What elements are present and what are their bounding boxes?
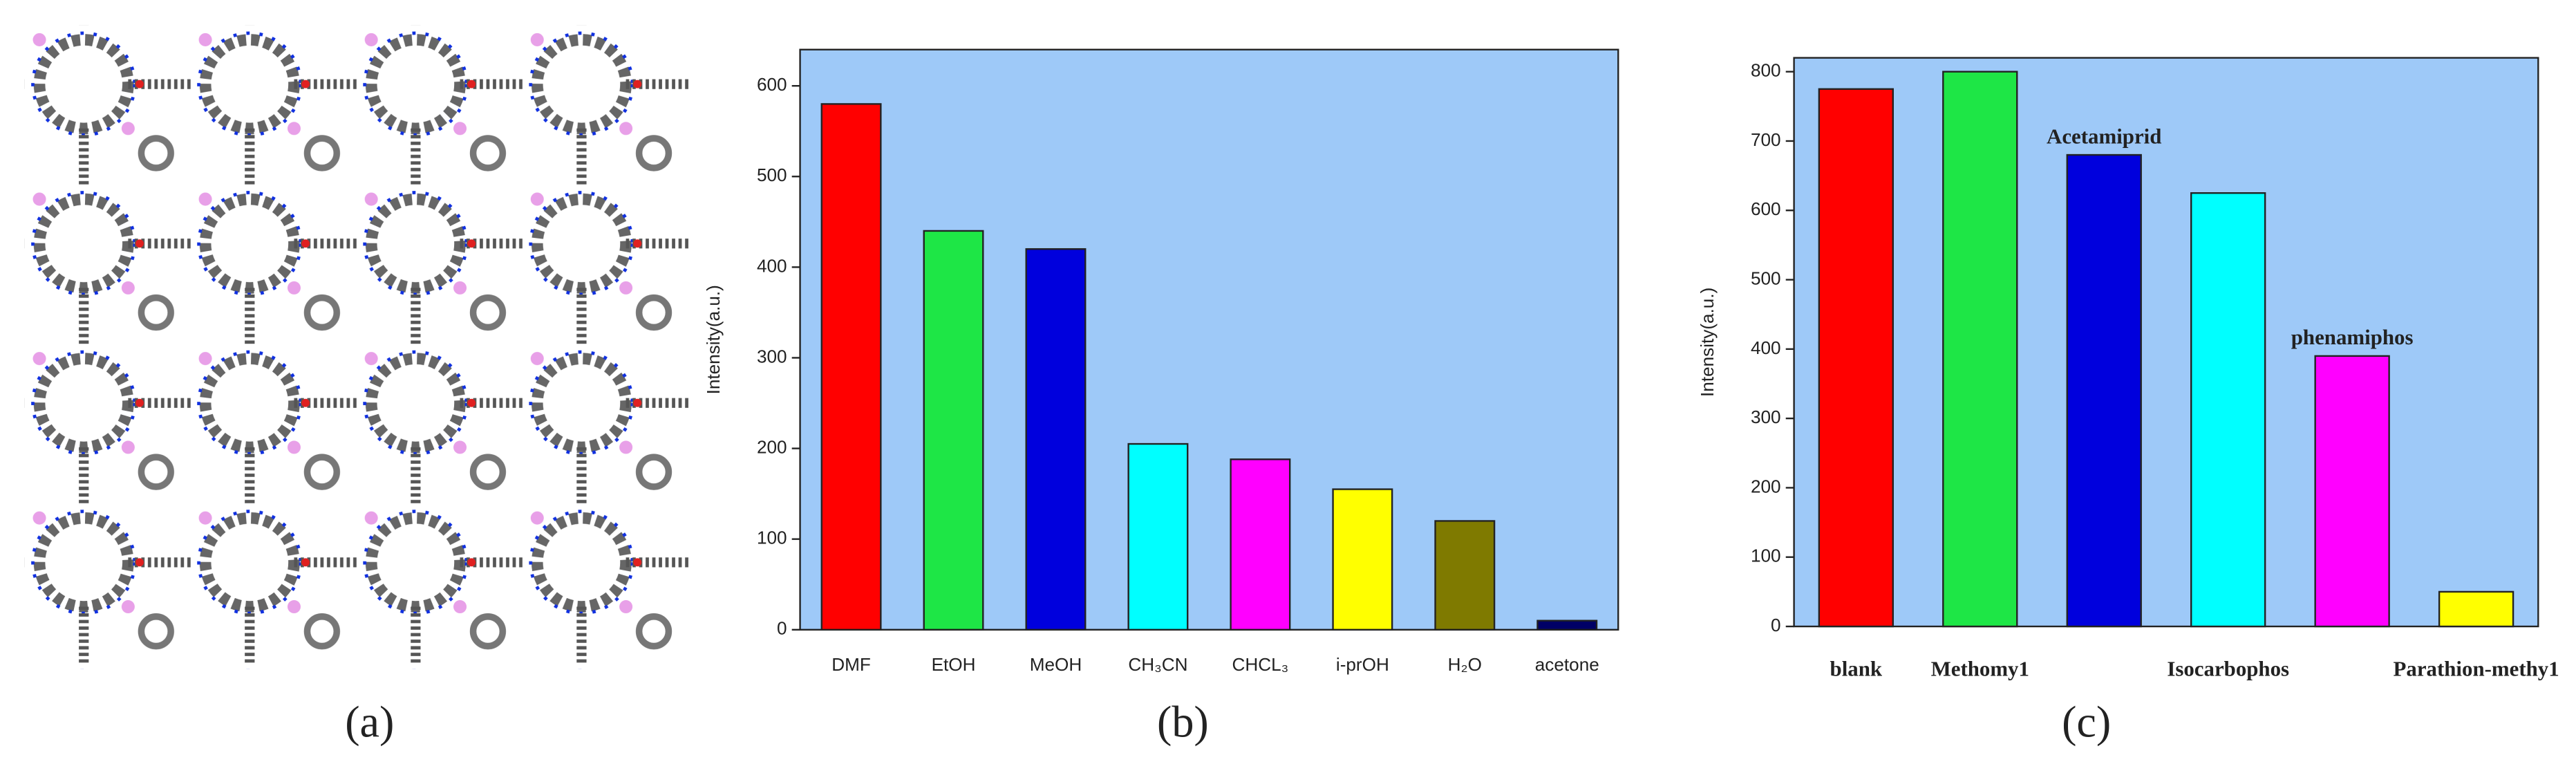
- y-tick-label: 600: [757, 74, 787, 95]
- y-tick-label: 500: [1751, 268, 1781, 288]
- bar: [2066, 153, 2142, 628]
- x-tick-label: blank: [1830, 656, 1883, 680]
- x-tick-label: Parathion-methy1: [2394, 656, 2559, 680]
- x-tick-label: Isocarbophos: [2167, 656, 2289, 680]
- x-tick-label: MeOH: [1030, 654, 1082, 675]
- y-tick-label: 400: [757, 255, 787, 276]
- y-tick-label: 200: [757, 436, 787, 457]
- bar: [1434, 520, 1496, 631]
- bar: [1230, 458, 1291, 631]
- panel-caption: (b): [1157, 698, 1209, 747]
- y-axis-title: Intensity(a.u.): [703, 285, 724, 394]
- x-tick-label: CH₃CN: [1128, 654, 1187, 675]
- x-tick-label: EtOH: [932, 654, 976, 675]
- y-tick-label: 0: [1771, 615, 1781, 635]
- bar: [2190, 192, 2266, 628]
- x-tick-label: H₂O: [1448, 654, 1482, 675]
- y-tick-label: 700: [1751, 129, 1781, 150]
- plot-area: [799, 48, 1619, 631]
- y-axis-title: Intensity(a.u.): [1697, 288, 1718, 397]
- bar: [2438, 590, 2514, 628]
- bar: [1536, 620, 1598, 631]
- y-tick-label: 0: [777, 618, 787, 639]
- bar: [2314, 355, 2390, 628]
- y-tick-label: 100: [1751, 546, 1781, 566]
- panel-caption: (c): [2062, 698, 2111, 747]
- x-tick-label: CHCL₃: [1232, 654, 1288, 675]
- x-tick-label: phenamiphos: [2291, 325, 2414, 349]
- y-tick-label: 400: [1751, 337, 1781, 358]
- x-tick-label: Methomy1: [1931, 656, 2029, 680]
- bar: [820, 103, 882, 631]
- bar: [1127, 443, 1189, 631]
- y-tick-label: 600: [1751, 198, 1781, 219]
- bar: [1025, 248, 1087, 631]
- bar: [1332, 488, 1393, 631]
- x-tick-label: acetone: [1535, 654, 1599, 675]
- x-tick-label: Acetamiprid: [2047, 124, 2161, 148]
- y-tick-label: 300: [1751, 407, 1781, 427]
- plot-area: [1793, 57, 2539, 628]
- y-tick-label: 200: [1751, 476, 1781, 496]
- x-tick-label: DMF: [831, 654, 871, 675]
- y-tick-label: 800: [1751, 60, 1781, 81]
- crystal-structure: [24, 25, 690, 669]
- x-tick-label: i-prOH: [1336, 654, 1389, 675]
- panel-caption: (a): [345, 698, 394, 747]
- bar: [923, 230, 984, 631]
- y-tick-label: 100: [757, 528, 787, 548]
- bar: [1942, 71, 2018, 628]
- bar: [1818, 88, 1894, 628]
- y-tick-label: 300: [757, 346, 787, 366]
- y-tick-label: 500: [757, 165, 787, 185]
